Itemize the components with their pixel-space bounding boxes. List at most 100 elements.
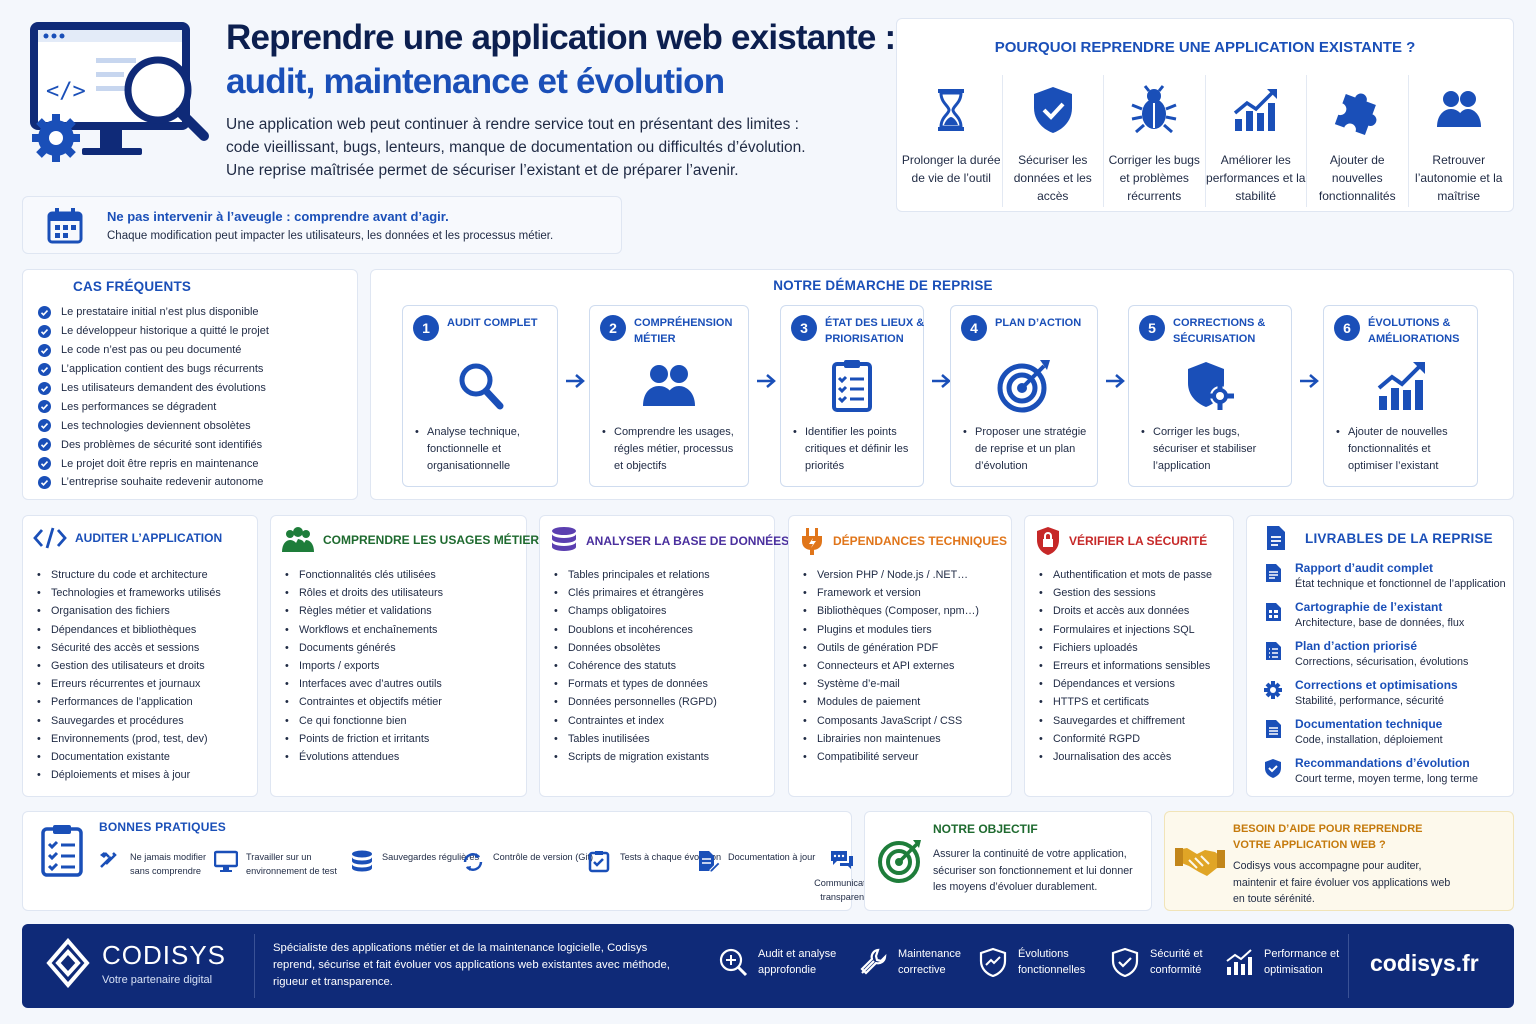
sync-icon (461, 850, 493, 874)
step-description: Analyse technique, fonctionnelle et orga… (415, 424, 549, 475)
column-item: Compatibilité serveur (803, 748, 979, 766)
database-icon (350, 850, 382, 874)
column-item: Imports / exports (285, 657, 443, 675)
practice-label: Contrôle de version (Git) (493, 852, 594, 862)
detail-column: AUDITER L’APPLICATION Structure du code e… (22, 515, 258, 797)
why-item: Sécuriser les données et les accès (1003, 75, 1104, 207)
plug-icon (799, 526, 833, 556)
step-title: PLAN D’ACTION (995, 317, 1082, 329)
practice-label: Sauvegardes régulières (382, 852, 480, 862)
case-item: L’application contient des bugs récurren… (38, 360, 269, 379)
practice-item: Contrôle de version (Git) (461, 850, 611, 874)
intro-line: Une reprise maîtrisée permet de sécurise… (226, 162, 739, 179)
calendar-icon (47, 208, 83, 244)
check-circle-icon (38, 438, 51, 452)
column-item: Composants JavaScript / CSS (803, 712, 979, 730)
footer-description: Spécialiste des applications métier et d… (273, 942, 670, 988)
database-icon (550, 526, 586, 556)
hero-illustration: </> (24, 18, 214, 178)
column-item: Version PHP / Node.js / .NET… (803, 566, 979, 584)
column-item: Contraintes et index (554, 712, 717, 730)
why-label: Retrouver l’autonomie et la maîtrise (1415, 153, 1503, 203)
case-item: Le développeur historique a quitté le pr… (38, 322, 269, 341)
arrow-right-icon (564, 372, 586, 390)
warning-banner: Ne pas intervenir à l’aveugle : comprend… (22, 196, 622, 254)
step-number: 1 (413, 315, 439, 341)
step-title: CORRECTIONS & SÉCURISATION (1173, 317, 1266, 345)
deliverable-item: Plan d’action priorisé Corrections, sécur… (1263, 639, 1468, 668)
column-item: Droits et accès aux données (1039, 602, 1212, 620)
deliverable-subtitle: Corrections, sécurisation, évolutions (1295, 656, 1469, 668)
detail-column: DÉPENDANCES TECHNIQUES Version PHP / Node… (788, 515, 1012, 797)
step-title: AUDIT COMPLET (447, 317, 538, 329)
column-item: Structure du code et architecture (37, 566, 221, 584)
security-icon (1110, 947, 1140, 977)
people-icon (281, 526, 323, 554)
footer-service: Sécurité et conformité (1100, 946, 1232, 978)
document-icon (1263, 563, 1283, 583)
practice-item: Sauvegardes régulières (350, 850, 490, 874)
audit-icon (718, 947, 748, 977)
column-header: AUDITER L’APPLICATION (33, 526, 222, 550)
deliverable-title: Cartographie de l’existant (1295, 600, 1443, 614)
why-item: Ajouter de nouvelles fonctionnalités (1307, 75, 1409, 207)
process-title: NOTRE DÉMARCHE DE REPRISE (773, 278, 993, 293)
column-list: Tables principales et relationsClés prim… (554, 566, 717, 766)
step-description: Identifier les points critiques et défin… (793, 424, 915, 475)
deliverable-title: Plan d’action priorisé (1295, 639, 1418, 653)
clipboard-icon (41, 825, 83, 877)
arrow-right-icon (930, 372, 952, 390)
deliverables-header: LIVRABLES DE LA REPRISE (1265, 525, 1493, 551)
column-item: Conformité RGPD (1039, 730, 1212, 748)
step-description: Comprendre les usages, régles métier, pr… (602, 424, 740, 475)
column-item: Dépendances et bibliothèques (37, 621, 221, 639)
column-item: Technologies et frameworks utilisés (37, 584, 221, 602)
column-item: Déploiements et mises à jour (37, 766, 221, 784)
column-item: Erreurs et informations sensibles (1039, 657, 1212, 675)
column-item: Formats et types de données (554, 675, 717, 693)
column-item: Doublons et incohérences (554, 621, 717, 639)
column-item: Fonctionnalités clés utilisées (285, 566, 443, 584)
website-link[interactable]: codisys.fr (1370, 950, 1479, 976)
bug-icon (1131, 85, 1177, 134)
monitor-icon (214, 850, 246, 874)
arrow-right-icon (755, 372, 777, 390)
column-item: HTTPS et certificats (1039, 693, 1212, 711)
handshake-icon (1175, 848, 1225, 876)
test-icon (588, 850, 620, 874)
practice-label: Tests à chaque évolution (620, 852, 722, 862)
warning-subtitle: Chaque modification peut impacter les ut… (107, 230, 554, 242)
deliverable-item: Rapport d’audit complet État technique et… (1263, 561, 1506, 590)
practice-item: Ne jamais modifier sans comprendre (98, 850, 228, 878)
column-item: Erreurs récurrentes et journaux (37, 675, 221, 693)
detail-column: ANALYSER LA BASE DE DONNÉES Tables princi… (539, 515, 789, 797)
case-item: Le prestataire initial n’est plus dispon… (38, 303, 269, 322)
help-title: BESOIN D’AIDE POUR REPRENDRE VOTRE APPLI… (1233, 823, 1423, 851)
shield-icon (1263, 758, 1283, 778)
footer: CODISYS Votre partenaire digital Spécial… (22, 924, 1514, 1008)
column-item: Librairies non maintenues (803, 730, 979, 748)
step-number: 5 (1139, 315, 1165, 341)
deliverable-subtitle: Architecture, base de données, flux (1295, 617, 1465, 629)
check-circle-icon (38, 475, 51, 489)
case-label: Les utilisateurs demandent des évolution… (61, 382, 266, 394)
check-circle-icon (38, 305, 51, 319)
deliverable-item: Recommandations d’évolution Court terme, … (1263, 756, 1478, 785)
column-item: Données obsolètes (554, 639, 717, 657)
step-description: Ajouter de nouvelles fonctionnalités et … (1336, 424, 1469, 475)
doc-edit-icon (696, 850, 728, 874)
case-label: Le projet doit être repris en maintenanc… (61, 457, 259, 470)
detail-column: VÉRIFIER LA SÉCURITÉ Authentification et … (1024, 515, 1234, 797)
doc-text-icon (1263, 719, 1283, 739)
column-item: Évolutions attendues (285, 748, 443, 766)
deliverables-title: LIVRABLES DE LA REPRISE (1305, 530, 1493, 546)
practice-label: Communication transparente (814, 878, 878, 902)
list-document-icon (1263, 641, 1283, 661)
deliverable-subtitle: Code, installation, déploiement (1295, 734, 1443, 746)
practice-label: Travailler sur un environnement de test (246, 852, 337, 876)
column-item: Règles métier et validations (285, 602, 443, 620)
code-icon (33, 526, 75, 550)
practice-item: Tests à chaque évolution (588, 850, 730, 874)
footer-service-label: Performance et optimisation (1264, 948, 1340, 976)
cases-list: Le prestataire initial n’est plus dispon… (38, 303, 269, 492)
